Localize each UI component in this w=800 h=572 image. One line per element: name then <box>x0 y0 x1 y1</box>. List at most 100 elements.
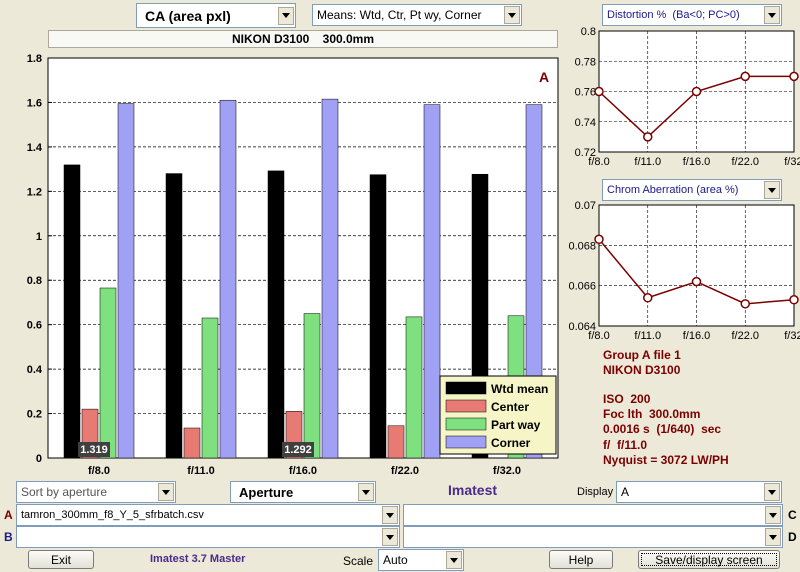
version-label: Imatest 3.7 Master <box>150 553 246 565</box>
chrom-y-tick-label: 0.066 <box>568 281 596 293</box>
bar-center <box>387 425 405 459</box>
file-a-value: tamron_300mm_f8_Y_5_sfrbatch.csv <box>21 509 204 521</box>
distortion-x-tick-label: f/11.0 <box>634 156 661 168</box>
aperture-select-value: Aperture <box>239 484 294 500</box>
info-shutter: 0.0016 s (1/640) sec <box>603 422 722 436</box>
metric-select-value: CA (area pxl) <box>145 7 231 24</box>
chrom-select[interactable]: Chrom Aberration (area %) <box>602 179 782 201</box>
chevron-down-icon[interactable] <box>765 528 781 546</box>
chrom-select-value: Chrom Aberration (area %) <box>607 184 739 196</box>
main-bar-chart: 0 0.2 0.4 0.6 0.8 1 1.2 1.4 1.6 1.8 f/8.0 f/11.0 f/1… <box>27 53 559 477</box>
help-button[interactable]: Help <box>549 550 613 569</box>
distortion-y-tick-label: 0.78 <box>575 56 596 68</box>
legend-label: Center <box>491 400 529 414</box>
distortion-point <box>691 86 702 97</box>
file-d-select[interactable] <box>403 526 783 548</box>
y-tick-label: 1.2 <box>27 186 42 198</box>
scale-label: Scale <box>343 554 374 568</box>
distortion-y-tick-label: 0.76 <box>575 87 596 99</box>
bar-wtd-mean <box>267 170 285 459</box>
chrom-x-tick-label: f/16.0 <box>683 330 711 342</box>
bar-wtd-mean <box>165 173 183 459</box>
info-nyquist: Nyquist = 3072 LW/PH <box>603 453 729 467</box>
file-a-select[interactable]: tamron_300mm_f8_Y_5_sfrbatch.csv <box>16 504 400 526</box>
display-select-value: A <box>621 485 630 499</box>
value-label-box <box>78 442 110 457</box>
chrom-chart: 0.064 0.066 0.068 0.07 f/8.0 f/11.0 f/16.0 f/22… <box>568 200 800 342</box>
distortion-select[interactable]: Distortion % (Ba<0; PC>0) <box>602 4 782 26</box>
means-select-value: Means: Wtd, Ctr, Pt wy, Corner <box>317 8 482 22</box>
display-select[interactable]: A <box>616 481 782 503</box>
legend-swatch <box>445 417 487 431</box>
distortion-point <box>740 71 750 82</box>
distortion-y-tick-label: 0.72 <box>575 147 596 159</box>
info-group: Group A file 1 <box>603 348 681 362</box>
distortion-point <box>789 71 799 82</box>
y-tick-label: 1.6 <box>27 97 42 109</box>
file-b-select[interactable] <box>16 526 400 548</box>
y-tick-label: 0.4 <box>27 364 43 376</box>
info-camera: NIKON D3100 <box>603 363 681 377</box>
chevron-down-icon[interactable] <box>765 506 781 524</box>
info-focal: Foc lth 300.0mm <box>603 407 701 421</box>
bar-corner <box>423 104 441 459</box>
chrom-point <box>740 299 750 309</box>
bar-part-way <box>303 313 321 459</box>
aperture-select[interactable]: Aperture <box>230 481 376 503</box>
chrom-x-tick-label: f/8.0 <box>588 330 609 342</box>
chevron-down-icon[interactable] <box>446 551 462 569</box>
distortion-x-tick-label: f/8.0 <box>588 156 609 168</box>
x-tick-label: f/16.0 <box>289 465 317 477</box>
legend-swatch <box>445 381 487 395</box>
legend-swatch <box>445 435 487 449</box>
bar-corner <box>321 98 339 459</box>
chrom-point <box>691 276 702 287</box>
distortion-y-tick-label: 0.74 <box>575 117 596 129</box>
bar-part-way <box>201 317 219 459</box>
chevron-down-icon[interactable] <box>278 6 294 25</box>
chevron-down-icon[interactable] <box>764 181 780 199</box>
info-iso: ISO 200 <box>603 392 651 406</box>
legend-swatch <box>445 399 487 413</box>
value-label: 1.292 <box>284 444 312 456</box>
file-a-label: A <box>4 508 13 522</box>
scale-select-value: Auto <box>383 553 408 567</box>
chevron-down-icon[interactable] <box>504 6 520 24</box>
chrom-x-tick-label: f/32.0 <box>784 330 800 342</box>
means-select[interactable]: Means: Wtd, Ctr, Pt wy, Corner <box>312 4 522 26</box>
bar-corner <box>219 99 237 459</box>
chevron-down-icon[interactable] <box>764 483 780 501</box>
display-label: Display <box>577 486 614 498</box>
scale-select[interactable]: Auto <box>378 549 464 571</box>
chrom-x-tick-label: f/11.0 <box>634 330 661 342</box>
chrom-point <box>594 234 604 245</box>
legend-label: Part way <box>491 418 541 432</box>
save-display-button[interactable]: Save/display screen <box>638 550 780 569</box>
exit-button[interactable]: Exit <box>28 550 94 569</box>
legend-label: Corner <box>491 436 531 450</box>
y-tick-label: 0 <box>36 453 42 465</box>
chevron-down-icon[interactable] <box>382 528 398 546</box>
legend-label: Wtd mean <box>491 382 548 396</box>
x-tick-label: f/11.0 <box>187 465 215 477</box>
file-c-select[interactable] <box>403 504 783 526</box>
chevron-down-icon[interactable] <box>358 483 374 501</box>
x-tick-label: f/32.0 <box>493 465 521 477</box>
distortion-chart: 0.72 0.74 0.76 0.78 0.8 f/8.0 f/11.0 f/16.0 f/22… <box>575 26 800 168</box>
sort-select-value: Sort by aperture <box>21 485 108 499</box>
y-tick-label: 0.2 <box>27 409 42 421</box>
bar-part-way <box>405 316 423 459</box>
metric-select[interactable]: CA (area pxl) <box>136 3 296 28</box>
imatest-title: Imatest <box>448 482 498 498</box>
chevron-down-icon[interactable] <box>382 506 398 524</box>
chevron-down-icon[interactable] <box>158 483 174 501</box>
bar-wtd-mean <box>63 164 81 459</box>
sort-select[interactable]: Sort by aperture <box>16 481 176 503</box>
y-tick-label: 0.6 <box>27 320 42 332</box>
distortion-x-tick-label: f/32.0 <box>784 156 800 168</box>
chrom-x-tick-label: f/22.0 <box>731 330 759 342</box>
x-tick-label: f/22.0 <box>391 465 419 477</box>
chrom-y-tick-label: 0.064 <box>568 321 596 333</box>
chevron-down-icon[interactable] <box>764 6 780 24</box>
y-tick-label: 1 <box>36 231 42 243</box>
